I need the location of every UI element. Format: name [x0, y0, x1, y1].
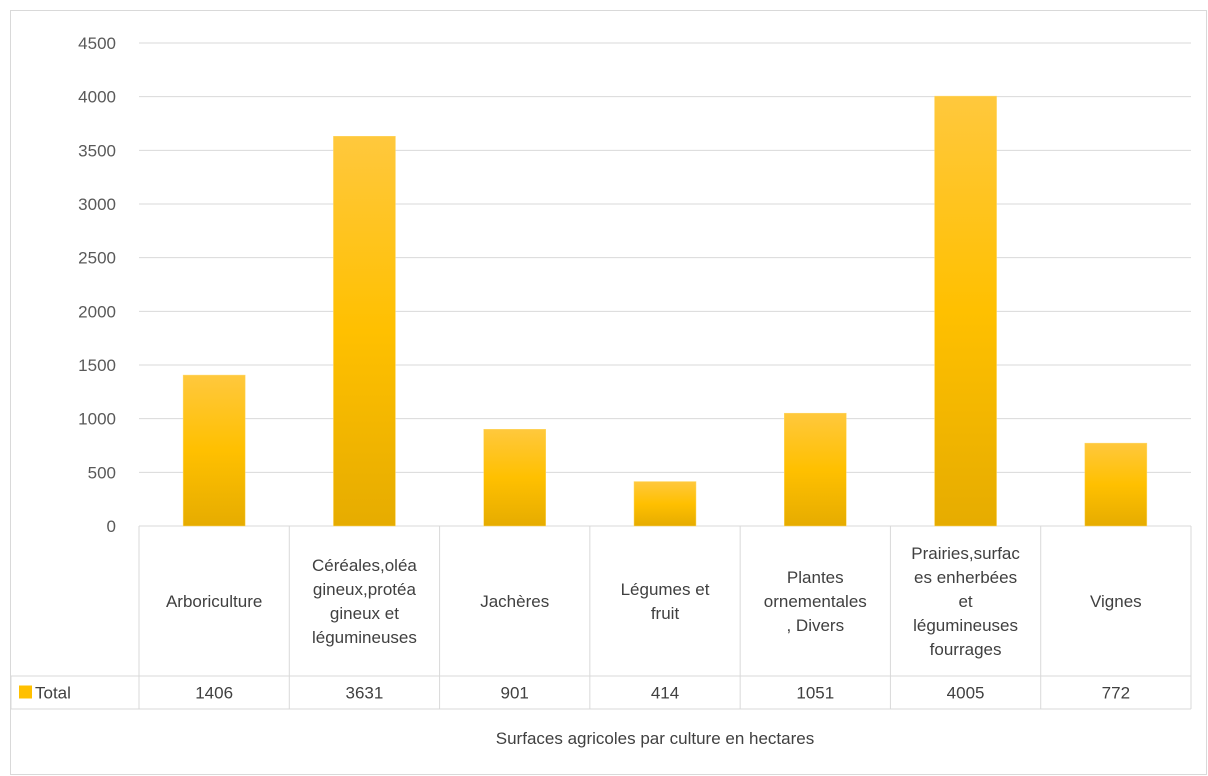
- table-value: 1051: [796, 684, 834, 703]
- y-tick-label: 3000: [78, 195, 116, 214]
- gridlines: [139, 42, 1191, 527]
- y-tick-label: 4500: [78, 34, 116, 53]
- x-category-label: Légumes et fruit: [621, 580, 710, 623]
- y-tick-label: 2500: [78, 249, 116, 268]
- bar: [934, 95, 997, 527]
- y-tick-label: 0: [107, 517, 116, 536]
- table-value: 3631: [346, 684, 384, 703]
- bar: [182, 374, 246, 527]
- y-tick-label: 4000: [78, 88, 116, 107]
- bar-chart: 0 500 1000 1500 2000 2500 3000 3500 4000 4500 Arb…: [11, 34, 1192, 748]
- x-category-label: Plantes ornementales, Divers: [764, 568, 867, 635]
- bar: [633, 481, 697, 527]
- legend-label: Total: [35, 684, 71, 703]
- bar: [333, 136, 396, 527]
- y-axis-ticks: 0 500 1000 1500 2000 2500 3000 3500 4000 4500: [78, 34, 116, 536]
- chart-frame: 0 500 1000 1500 2000 2500 3000 3500 4000 4500 Arb…: [10, 10, 1207, 775]
- data-table: Arboriculture Céréales,oléa gineux,protéa g…: [11, 526, 1192, 710]
- x-axis-title: Surfaces agricoles par culture en hectar…: [496, 729, 814, 748]
- y-tick-label: 2000: [78, 302, 116, 321]
- table-value: 772: [1102, 684, 1130, 703]
- bars: [182, 95, 1148, 527]
- x-category-label: Jachères: [480, 592, 549, 611]
- legend-swatch: [19, 685, 32, 699]
- table-value: 414: [651, 684, 679, 703]
- x-category-label: Arboriculture: [166, 592, 262, 611]
- table-value: 901: [501, 684, 529, 703]
- y-tick-label: 1000: [78, 410, 116, 429]
- y-tick-label: 3500: [78, 141, 116, 160]
- bar: [784, 412, 847, 527]
- y-tick-label: 1500: [78, 356, 116, 375]
- x-category-label: Vignes: [1090, 592, 1142, 611]
- bar: [483, 429, 546, 527]
- table-value: 4005: [947, 684, 985, 703]
- x-category-label: Céréales,oléa gineux,protéa gineux et légum…: [312, 556, 417, 647]
- bar: [1084, 442, 1148, 527]
- y-tick-label: 500: [88, 463, 116, 482]
- x-category-label: Prairies,surfac es enherbées et légumineuse…: [911, 544, 1020, 659]
- table-value: 1406: [195, 684, 233, 703]
